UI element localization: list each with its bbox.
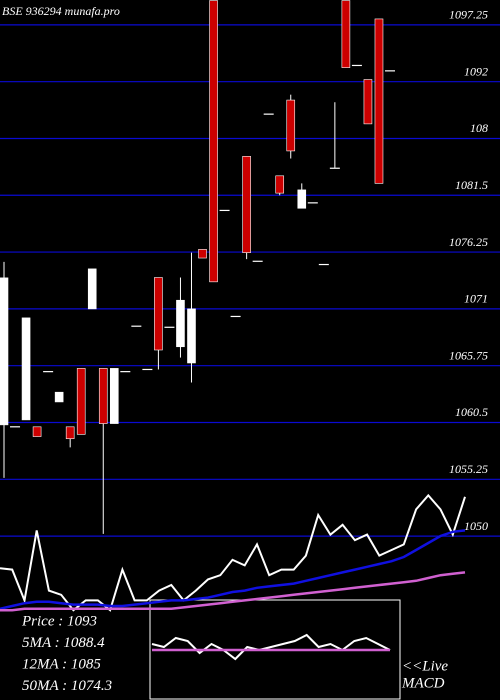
candle-body	[176, 299, 185, 348]
y-tick-label: 1081.5	[455, 178, 488, 192]
candle-body	[187, 308, 196, 364]
y-tick-label: 1065.75	[449, 348, 488, 362]
candle-body	[87, 268, 97, 310]
y-tick-label: 1050	[464, 519, 488, 533]
y-tick-label: 1092	[464, 64, 488, 78]
y-tick-label: 1055.25	[449, 462, 488, 476]
candle-body	[209, 0, 218, 283]
macd-label: MACD	[401, 675, 445, 691]
candle-body	[341, 0, 351, 68]
indicator-line	[0, 493, 466, 612]
live-label: <<Live	[402, 658, 448, 674]
candle-body	[54, 391, 64, 403]
y-tick-label: 1060.5	[455, 405, 488, 419]
candle-body	[242, 156, 251, 253]
candle-body	[32, 426, 42, 437]
y-tick-label: 1076.25	[449, 235, 488, 249]
legend-entry: 50MA : 1074.3	[22, 678, 112, 694]
candle-body	[297, 189, 307, 209]
candle-body	[98, 368, 108, 424]
chart-title: BSE 936294 munafa.pro	[2, 4, 120, 18]
candle-body	[154, 277, 163, 351]
candle-body	[286, 99, 296, 152]
y-tick-label: 1097.25	[449, 8, 488, 22]
candle-body	[0, 277, 9, 426]
macd-line	[151, 633, 391, 661]
candle-body	[374, 18, 384, 184]
candle-body	[21, 317, 31, 421]
indicator-line	[0, 571, 466, 612]
y-tick-label: 108	[470, 121, 488, 135]
legend-entry: 5MA : 1088.4	[22, 635, 105, 651]
candle-body	[198, 249, 207, 259]
candle-body	[76, 368, 86, 435]
candle-body	[65, 426, 75, 440]
y-tick-label: 1071	[464, 292, 488, 306]
candle-body	[109, 368, 119, 424]
indicator-line	[0, 529, 466, 611]
legend-entry: 12MA : 1085	[22, 656, 101, 672]
candle-body	[275, 175, 285, 194]
candle-body	[363, 79, 373, 125]
legend-entry: Price : 1093	[21, 613, 97, 629]
macd-frame	[149, 599, 401, 700]
